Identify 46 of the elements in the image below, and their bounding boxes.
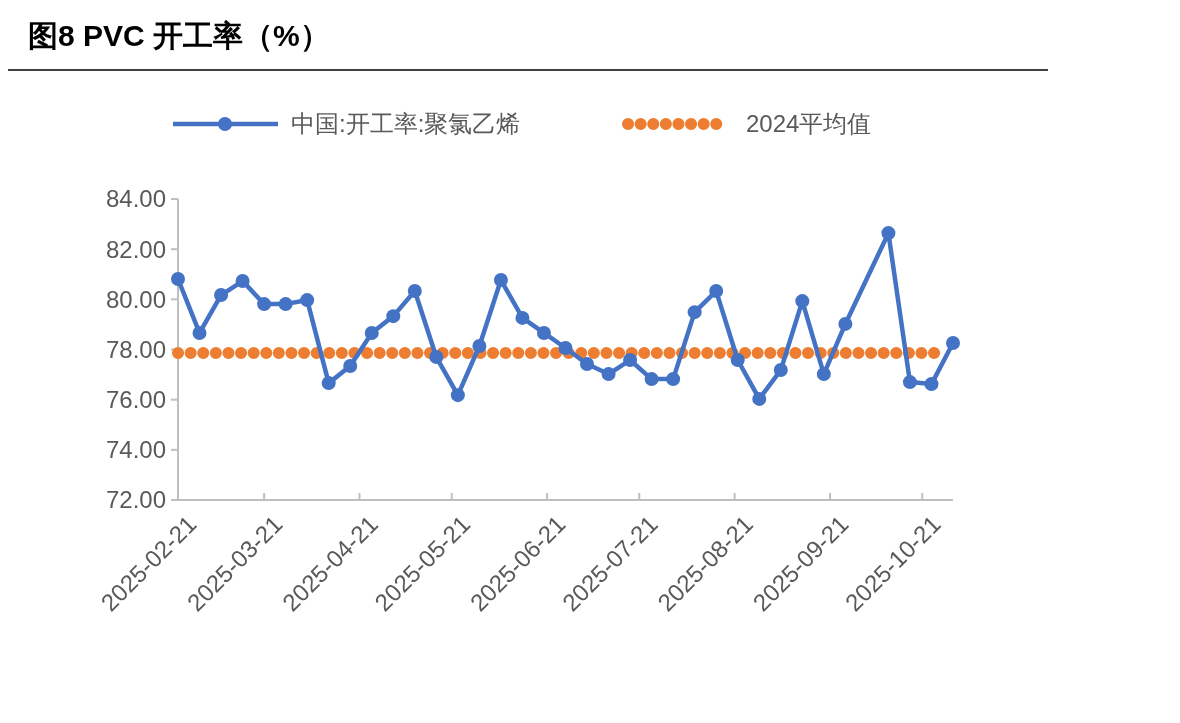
- point: [364, 325, 379, 340]
- y-tick-label: 80.00: [105, 285, 166, 313]
- chart-title: 图8 PVC 开工率（%）: [28, 19, 330, 52]
- point: [450, 388, 465, 403]
- legend-label: 中国:开工率:聚氯乙烯: [291, 110, 521, 138]
- point: [752, 391, 767, 406]
- point: [601, 367, 616, 382]
- point: [666, 372, 681, 387]
- point: [644, 372, 659, 387]
- point: [472, 338, 487, 353]
- point: [795, 294, 810, 309]
- y-tick-label: 84.00: [105, 185, 166, 213]
- y-tick-label: 72.00: [105, 486, 166, 514]
- point: [730, 353, 745, 368]
- point: [838, 316, 853, 331]
- point: [536, 325, 551, 340]
- point: [235, 274, 250, 289]
- point: [946, 335, 960, 350]
- y-tick-label: 76.00: [105, 386, 166, 414]
- point: [171, 272, 185, 287]
- point: [881, 226, 896, 241]
- point: [321, 376, 336, 391]
- point: [257, 297, 272, 312]
- point: [407, 284, 422, 299]
- point: [300, 293, 315, 308]
- point: [278, 297, 293, 312]
- point: [343, 359, 358, 374]
- legend-label: 2024平均值: [746, 110, 872, 138]
- point: [924, 377, 939, 392]
- point: [558, 341, 573, 355]
- point: [816, 367, 831, 382]
- y-tick-label: 78.00: [105, 335, 166, 363]
- point: [214, 288, 229, 303]
- point: [515, 310, 530, 325]
- point: [386, 309, 401, 324]
- point: [493, 273, 508, 288]
- y-tick-label: 82.00: [105, 235, 166, 263]
- point: [773, 363, 788, 378]
- point: [580, 357, 595, 372]
- y-tick-label: 74.00: [105, 436, 166, 464]
- point: [192, 325, 207, 340]
- point: [429, 350, 444, 365]
- point: [687, 305, 702, 320]
- point: [709, 284, 724, 299]
- point: [623, 353, 638, 368]
- point: [902, 375, 917, 390]
